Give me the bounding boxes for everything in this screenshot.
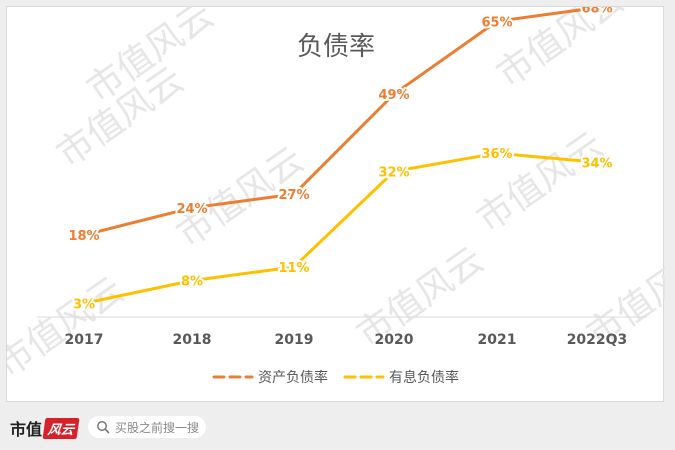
data-label-1-3: 32% <box>378 165 409 180</box>
series-line-1 <box>82 151 599 305</box>
data-label-0-0: 18% <box>68 229 99 244</box>
legend-label-1: 有息负债率 <box>389 369 459 386</box>
data-label-0-5: 68% <box>581 7 612 17</box>
brand-logo[interactable]: 市值 风云 <box>10 417 80 439</box>
footer-bar: 市值 风云 买股之前搜一搜 <box>0 405 675 450</box>
x-tick-label-4: 2021 <box>478 332 517 348</box>
watermark-text: 市值风云 <box>470 124 611 240</box>
data-label-0-3: 49% <box>378 88 409 103</box>
chart-frame: 市值风云 市值风云 市值风云 市值风云 市值风云 市值风云 市值风云 市值风云 负债率 18%… <box>6 6 665 402</box>
data-label-1-4: 36% <box>481 147 512 162</box>
data-label-1-2: 11% <box>278 261 309 276</box>
brand-text: 市值 <box>10 420 43 439</box>
x-tick-label-1: 2018 <box>173 332 212 348</box>
watermark-text: 市值风云 <box>7 269 131 385</box>
chart-title: 负债率 <box>297 32 375 62</box>
legend-label-0: 资产负债率 <box>258 369 328 386</box>
x-tick-labels: 2017 2018 2019 2020 2021 2022Q3 <box>65 332 628 348</box>
search-placeholder: 买股之前搜一搜 <box>115 420 200 435</box>
data-label-1-1: 8% <box>181 275 203 290</box>
x-tick-label-2: 2019 <box>275 332 314 348</box>
data-label-0-4: 65% <box>481 15 512 30</box>
data-label-1-0: 3% <box>73 297 95 312</box>
search-icon <box>97 421 110 434</box>
data-label-0-1: 24% <box>176 202 207 217</box>
data-label-1-5: 34% <box>581 156 612 171</box>
watermark-text: 市值风云 <box>350 239 491 355</box>
x-tick-label-3: 2020 <box>375 332 414 348</box>
search-box[interactable]: 买股之前搜一搜 <box>88 416 206 438</box>
legend: 资产负债率 有息负债率 <box>212 369 459 386</box>
data-label-0-2: 27% <box>278 188 309 203</box>
series-line-0 <box>82 7 599 237</box>
x-tick-label-0: 2017 <box>65 332 104 348</box>
brand-mark: 风云 <box>42 417 80 439</box>
series-layer: 18% 24% 27% 49% 65% 68% 3% 8% 11% 32% 36% 34% <box>66 7 615 314</box>
x-tick-label-5: 2022Q3 <box>567 332 628 348</box>
